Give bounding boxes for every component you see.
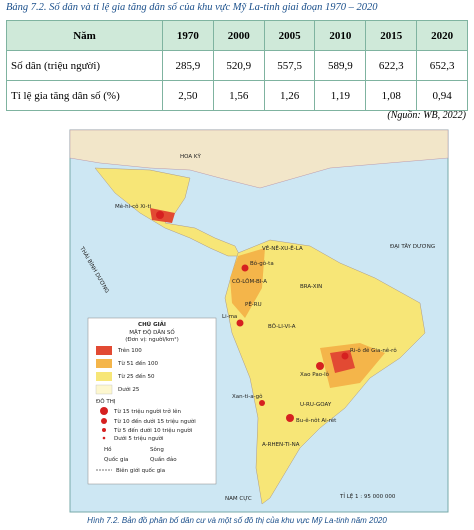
cell: 2010 <box>314 20 367 51</box>
legend-swatch <box>102 436 106 440</box>
legend-text: Dưới 5 triệu người <box>114 435 164 442</box>
city <box>259 400 265 406</box>
legend <box>87 317 217 485</box>
legend-text: Sông <box>150 446 164 453</box>
cell: 2005 <box>263 20 316 51</box>
cell: Tỉ lệ gia tăng dân số (%) <box>6 80 163 111</box>
legend-swatch <box>96 372 112 381</box>
legend-swatch <box>102 428 106 432</box>
map-label: U-RU-GOAY <box>300 402 332 408</box>
cell: 1970 <box>162 20 214 51</box>
legend-text: MẬT ĐỘ DÂN SỐ <box>129 328 175 336</box>
legend-title: CHÚ GIẢI <box>138 320 166 328</box>
legend-text: Quần đảo <box>150 455 177 463</box>
source: (Nguồn: WB, 2022) <box>387 110 466 121</box>
cell: 2015 <box>365 20 418 51</box>
map-label: TỈ LỆ 1 : 95 000 000 <box>339 492 396 500</box>
cell: 2020 <box>416 20 468 51</box>
legend-swatch <box>101 418 107 424</box>
table-title: Bảng 7.2. Số dân và tỉ lệ gia tăng dân s… <box>6 2 378 13</box>
map-label: ĐẠI TÂY DƯƠNG <box>390 243 435 250</box>
legend-text: (Đơn vị: người/km²) <box>125 336 179 343</box>
map-label: Mê-hi-cô Xi-ti <box>115 203 152 210</box>
legend-swatch <box>95 384 113 395</box>
city <box>241 264 249 272</box>
city <box>286 414 294 422</box>
legend-swatch <box>100 407 108 415</box>
map: CHÚ GIẢI MẬT ĐỘ DÂN SỐ (Đơn vị: người/km… <box>69 129 449 513</box>
cell: 652,3 <box>416 50 468 81</box>
south-america <box>224 239 426 505</box>
cell: Năm <box>6 20 163 51</box>
map-label: A-RHEN-TI-NA <box>262 442 300 448</box>
legend-text: Từ 15 triệu người trở lên <box>113 408 181 415</box>
cell: 285,9 <box>162 50 214 81</box>
legend-text: Trên 100 <box>117 347 142 354</box>
legend-text: Từ 5 đến dưới 10 triệu người <box>113 427 193 434</box>
cell: 2000 <box>212 20 265 51</box>
map-label: Bu-ê-nôt Ai-rét <box>296 417 337 424</box>
map-label: Bô-gô-ta <box>250 260 274 267</box>
cell: Số dân (triệu người) <box>6 50 163 81</box>
legend-text: Hồ <box>104 445 112 453</box>
city <box>236 319 244 327</box>
map-label: PÊ-RU <box>245 300 262 308</box>
legend-text: Biên giới quốc gia <box>116 467 165 474</box>
cell: 589,9 <box>314 50 367 81</box>
legend-text: Từ 25 đến 50 <box>117 373 155 380</box>
cell: 622,3 <box>365 50 418 81</box>
map-label: HOA KỲ <box>180 153 201 160</box>
cell: 2,50 <box>162 80 214 111</box>
data-table: Năm 1970 2000 2005 2010 2015 2020 Số dân (triệ… <box>6 20 468 111</box>
cell: 1,08 <box>365 80 418 111</box>
cell: 0,94 <box>416 80 468 111</box>
map-label: Xao Pao-lô <box>300 371 330 378</box>
legend-text: Từ 10 đến dưới 15 triệu người <box>113 418 196 425</box>
map-label: NAM CỰC <box>225 496 252 502</box>
dense-area <box>230 248 265 318</box>
legend-text: Dưới 25 <box>118 386 140 393</box>
cell: 520,9 <box>212 50 265 81</box>
dense-area <box>330 350 355 373</box>
map-label: BÔ-LI-VI-A <box>268 323 296 330</box>
legend-swatch <box>96 359 112 368</box>
legend-swatch <box>96 346 112 355</box>
cell: 1,56 <box>212 80 265 111</box>
map-label: VÊ-NÊ-XU-Ê-LA <box>262 244 303 252</box>
map-label: CÔ-LÔM-BI-A <box>232 278 267 285</box>
north-america <box>69 129 449 189</box>
legend-text: ĐÔ THỊ <box>96 398 116 405</box>
caption: Hình 7.2. Bản đồ phân bố dân cư và một s… <box>87 516 387 525</box>
city <box>341 352 349 360</box>
legend-text: Quốc gia <box>104 456 128 463</box>
cell: 557,5 <box>263 50 316 81</box>
map-label: Li-ma <box>222 314 237 320</box>
map-label: Ri-ô đê Gia-nê-rô <box>350 347 397 354</box>
cell: 1,19 <box>314 80 367 111</box>
legend-text: Từ 51 đến 100 <box>117 360 158 367</box>
map-label: BRA-XIN <box>300 284 322 290</box>
map-label: Xan-ti-a-gô <box>232 393 263 400</box>
cell: 1,26 <box>263 80 316 111</box>
city <box>316 362 324 370</box>
city <box>156 211 164 219</box>
